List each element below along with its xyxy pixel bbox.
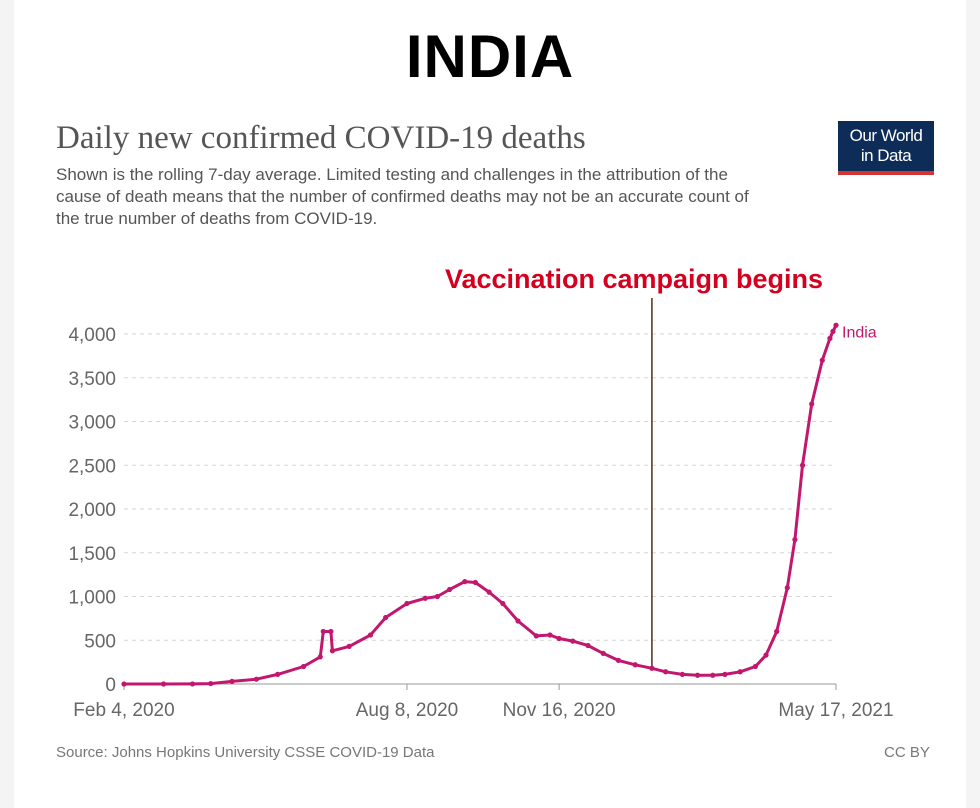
data-point[interactable]: [830, 328, 836, 334]
data-point[interactable]: [556, 635, 562, 642]
y-tick-label: 1,500: [68, 544, 116, 565]
data-point[interactable]: [317, 654, 323, 660]
data-point[interactable]: [515, 618, 521, 624]
data-point[interactable]: [694, 672, 701, 678]
x-tick-label: Feb 4, 2020: [73, 700, 174, 721]
data-point[interactable]: [367, 632, 374, 638]
data-point[interactable]: [615, 657, 622, 663]
data-point[interactable]: [809, 401, 815, 407]
data-point[interactable]: [121, 681, 127, 687]
data-point[interactable]: [600, 650, 606, 656]
data-point[interactable]: [547, 632, 553, 638]
data-point[interactable]: [446, 586, 453, 593]
logo-line-1: Our World: [849, 126, 923, 145]
data-point[interactable]: [763, 652, 769, 658]
data-point[interactable]: [434, 593, 441, 600]
data-point[interactable]: [486, 589, 492, 595]
chart-title: Daily new confirmed COVID-19 deaths: [56, 120, 586, 156]
data-point[interactable]: [710, 672, 716, 678]
x-tick-label: Aug 8, 2020: [356, 700, 458, 721]
data-point[interactable]: [160, 681, 167, 687]
series-label-india: India: [842, 324, 877, 341]
data-point[interactable]: [329, 648, 336, 654]
data-point[interactable]: [649, 665, 655, 671]
data-point[interactable]: [819, 357, 825, 363]
data-point[interactable]: [632, 662, 638, 668]
data-point[interactable]: [500, 600, 506, 607]
y-tick-label: 3,500: [68, 369, 116, 390]
data-point[interactable]: [585, 642, 591, 649]
owid-logo[interactable]: Our World in Data: [838, 121, 934, 175]
data-point[interactable]: [570, 638, 576, 644]
data-point[interactable]: [208, 680, 214, 687]
data-point[interactable]: [784, 585, 790, 591]
x-tick-label: Nov 16, 2020: [503, 700, 616, 721]
logo-line-2: in Data: [860, 146, 912, 165]
y-tick-label: 500: [84, 631, 116, 652]
data-point[interactable]: [533, 633, 539, 639]
data-point[interactable]: [328, 628, 334, 635]
data-point[interactable]: [253, 676, 259, 682]
source-note[interactable]: Source: Johns Hopkins University CSSE CO…: [56, 744, 435, 761]
country-banner: INDIA: [405, 23, 575, 90]
data-point[interactable]: [300, 663, 307, 670]
data-point[interactable]: [774, 628, 780, 635]
x-axis-ticks: Feb 4, 2020 Aug 8, 2020 Nov 16, 2020 May 17…: [73, 684, 894, 721]
data-point[interactable]: [663, 669, 669, 675]
x-tick-label: May 17, 2021: [778, 700, 893, 721]
data-point[interactable]: [320, 628, 326, 635]
data-point[interactable]: [229, 678, 235, 684]
data-point[interactable]: [737, 669, 743, 675]
data-point[interactable]: [275, 671, 281, 677]
y-tick-label: 1,000: [68, 588, 116, 609]
y-tick-label: 3,000: [68, 413, 116, 434]
data-point[interactable]: [346, 643, 352, 649]
data-point[interactable]: [383, 614, 389, 621]
chart-subtitle: Shown is the rolling 7-day average. Limi…: [56, 165, 749, 228]
y-tick-label: 4,000: [68, 325, 116, 346]
data-point[interactable]: [833, 322, 839, 328]
data-point[interactable]: [722, 671, 728, 677]
vaccination-annotation: Vaccination campaign begins: [445, 264, 823, 294]
data-point[interactable]: [799, 462, 806, 468]
data-point[interactable]: [752, 663, 758, 670]
y-axis-ticks: 0 500 1,000 1,500 2,000 2,500 3,000 3,500 4,000: [68, 325, 116, 696]
data-point[interactable]: [404, 600, 410, 607]
series-points: [121, 322, 839, 687]
chart-card: INDIA Daily new confirmed COVID-19 death…: [14, 0, 966, 808]
data-point[interactable]: [189, 681, 196, 687]
data-point[interactable]: [462, 579, 468, 585]
series-line-india: [124, 324, 838, 686]
data-point[interactable]: [422, 595, 428, 601]
y-tick-label: 2,500: [68, 456, 116, 477]
data-point[interactable]: [792, 537, 798, 543]
data-point[interactable]: [472, 579, 479, 586]
data-point[interactable]: [827, 335, 833, 341]
data-point[interactable]: [679, 671, 685, 677]
license-note[interactable]: CC BY: [884, 744, 930, 761]
gridlines: [124, 333, 836, 685]
y-tick-label: 0: [105, 675, 116, 696]
y-tick-label: 2,000: [68, 500, 116, 521]
